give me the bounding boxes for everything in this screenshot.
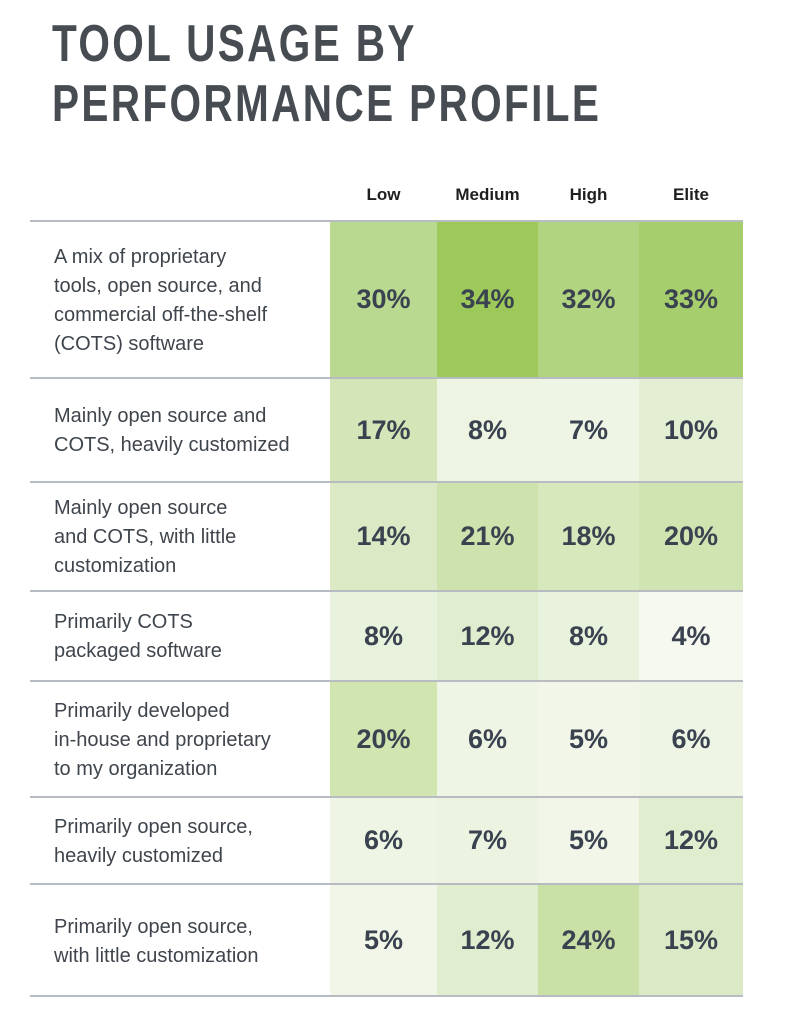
heatmap-cell: 6% [437,682,538,796]
row-label: Primarily COTS packaged software [54,611,222,662]
heatmap-cell: 21% [437,483,538,590]
heatmap-cell: 8% [330,592,437,680]
table-row: Mainly open source and COTS, heavily cus… [30,377,743,481]
table-row: Primarily developed in-house and proprie… [30,680,743,796]
heatmap-cell: 12% [437,592,538,680]
heatmap-cell: 34% [437,222,538,377]
row-label: Primarily open source, with little custo… [54,916,259,967]
heatmap-cell: 5% [330,885,437,995]
row-label: A mix of proprietary tools, open source,… [54,245,268,355]
heatmap-cell: 7% [538,379,639,481]
chart-title: TOOL USAGE BY PERFORMANCE PROFILE [52,14,601,134]
heatmap-cell: 14% [330,483,437,590]
heatmap-cell: 8% [437,379,538,481]
heatmap-cell: 7% [437,798,538,883]
row-label: Primarily open source, heavily customize… [54,815,253,867]
title-line-1: TOOL USAGE BY [52,15,417,73]
column-header-low: Low [366,185,401,204]
heatmap-cell: 5% [538,682,639,796]
heatmap-cell: 24% [538,885,639,995]
heatmap-cell: 10% [639,379,743,481]
table-row: Primarily open source, with little custo… [30,883,743,997]
row-label: Primarily developed in-house and proprie… [54,699,271,780]
heatmap-cell: 6% [330,798,437,883]
table-row: A mix of proprietary tools, open source,… [30,220,743,377]
heatmap-cell: 4% [639,592,743,680]
heatmap-cell: 32% [538,222,639,377]
heatmap-cell: 6% [639,682,743,796]
heatmap-cell: 33% [639,222,743,377]
heatmap-cell: 12% [437,885,538,995]
table-row: Primarily COTS packaged software 8% 12% 8% 4… [30,590,743,680]
heatmap-cell: 20% [639,483,743,590]
title-line-2: PERFORMANCE PROFILE [52,75,602,133]
heatmap-cell: 17% [330,379,437,481]
heatmap-cell: 12% [639,798,743,883]
heatmap-cell: 30% [330,222,437,377]
heatmap-cell: 20% [330,682,437,796]
column-header-elite: Elite [673,185,709,204]
row-label: Mainly open source and COTS, heavily cus… [54,405,290,456]
table-row: Mainly open source and COTS, with little… [30,481,743,590]
heatmap-cell: 8% [538,592,639,680]
column-header-medium: Medium [455,185,520,204]
row-label: Mainly open source and COTS, with little… [54,497,237,577]
heatmap-cell: 15% [639,885,743,995]
heatmap-cell: 5% [538,798,639,883]
column-header-high: High [569,185,608,204]
heatmap-cell: 18% [538,483,639,590]
table-row: Primarily open source, heavily customize… [30,796,743,883]
